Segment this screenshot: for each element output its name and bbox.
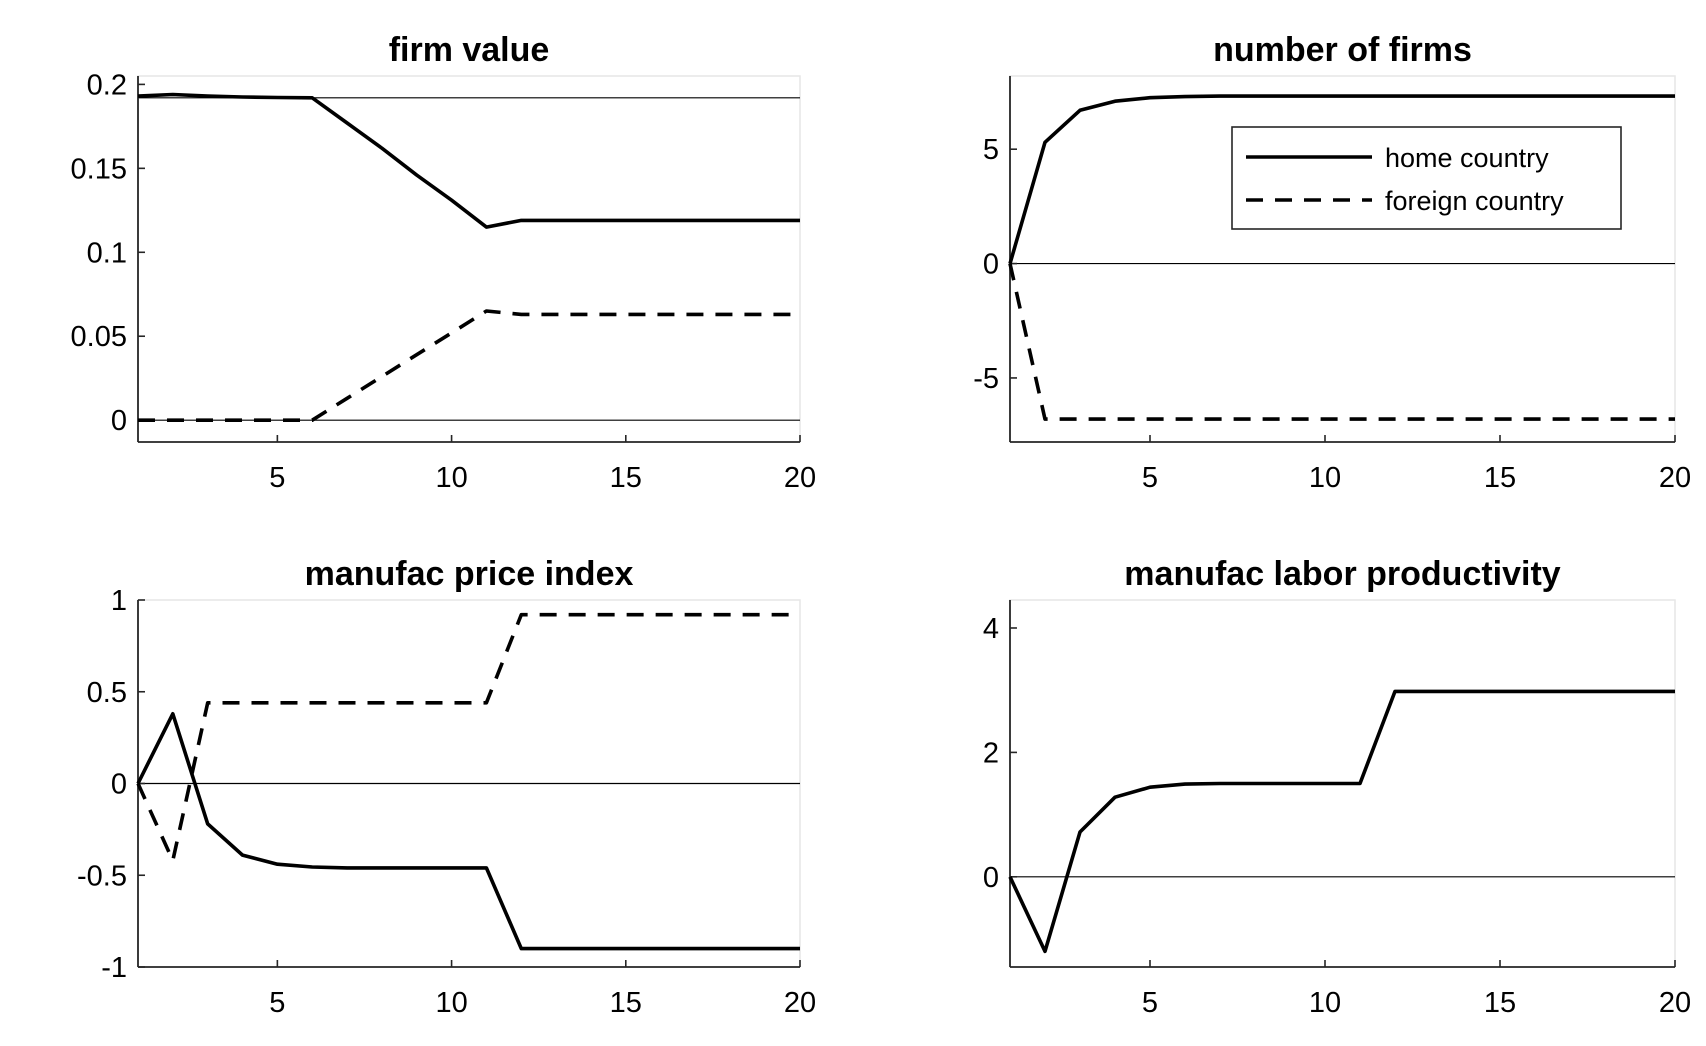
- x-tick-label: 5: [269, 462, 285, 494]
- series-line-dashed: [136, 612, 800, 863]
- plot-area-frame: [137, 75, 801, 443]
- x-tick-label: 20: [784, 462, 816, 494]
- chart-title: number of firms: [1213, 31, 1472, 69]
- series-line-solid: [136, 711, 800, 951]
- y-tick-label: 0: [111, 405, 127, 437]
- legend-label: foreign country: [1385, 186, 1564, 216]
- chart-panel-2: 5 10 15 20 -5 0 5 number of firms home country fo…: [973, 31, 1691, 494]
- x-tick-label: 15: [610, 462, 642, 494]
- x-tick-label: 10: [1309, 987, 1341, 1019]
- chart-panel-1: 5 10 15 20 0 0.05 0.1 0.15 0.2 firm value: [71, 31, 817, 494]
- y-tick-label: 0: [111, 769, 127, 801]
- y-tick-label: -0.5: [77, 860, 127, 892]
- x-tick-label: 15: [610, 987, 642, 1019]
- x-tick-label: 10: [435, 462, 467, 494]
- x-tick-label: 5: [1142, 462, 1158, 494]
- y-tick-label: 0.15: [71, 153, 127, 185]
- chart-panel-4: 5 10 15 20 0 2 4 manufac labor productivity: [983, 555, 1691, 1019]
- chart-title: manufac labor productivity: [1124, 555, 1560, 593]
- y-tick-label: 5: [983, 134, 999, 166]
- chart-panel-3: 5 10 15 20 -1 -0.5 0 0.5 1 manufac price index: [77, 555, 816, 1019]
- y-tick-label: 0.2: [87, 69, 127, 101]
- legend-label: home country: [1385, 143, 1549, 173]
- chart-title: firm value: [389, 31, 550, 69]
- legend: home country foreign country: [1231, 126, 1622, 230]
- x-tick-label: 5: [1142, 987, 1158, 1019]
- series-line-dashed: [138, 309, 800, 423]
- y-tick-label: 0.05: [71, 321, 127, 353]
- y-tick-label: 4: [983, 613, 999, 645]
- y-tick-label: 2: [983, 737, 999, 769]
- x-tick-label: 10: [435, 987, 467, 1019]
- x-tick-label: 5: [269, 987, 285, 1019]
- x-tick-label: 20: [1659, 987, 1691, 1019]
- y-tick-label: 0: [983, 249, 999, 281]
- y-tick-label: 0.5: [87, 677, 127, 709]
- y-tick-label: 0.1: [87, 237, 127, 269]
- series-line-solid: [137, 92, 800, 229]
- legend-box: [1231, 126, 1622, 230]
- series-line-solid: [1008, 689, 1675, 954]
- series-line-dashed: [1008, 263, 1675, 421]
- x-tick-label: 20: [784, 987, 816, 1019]
- y-tick-label: -1: [101, 952, 127, 984]
- series-line-solid: [1008, 94, 1675, 265]
- chart-title: manufac price index: [305, 555, 634, 593]
- y-tick-label: 0: [983, 862, 999, 894]
- x-tick-label: 10: [1309, 462, 1341, 494]
- x-tick-label: 15: [1484, 987, 1516, 1019]
- x-tick-label: 15: [1484, 462, 1516, 494]
- x-tick-label: 20: [1659, 462, 1691, 494]
- y-tick-label: -5: [973, 363, 999, 395]
- y-tick-label: 1: [111, 585, 127, 617]
